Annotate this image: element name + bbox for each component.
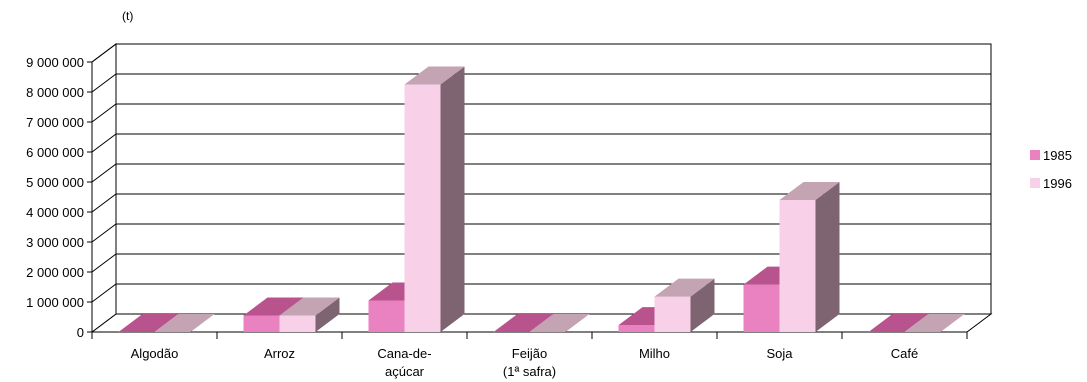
bar-front [279,315,316,332]
bar-front [743,284,780,332]
y-tick-label: 3 000 000 [26,235,84,250]
bar-front [368,300,405,332]
bar-top [243,297,304,316]
bar-top [654,278,715,297]
bar-top [154,314,215,332]
bar-top [279,297,340,316]
bar-1985-0 [118,314,179,332]
bar-side [315,297,340,332]
bar-top [404,66,465,85]
bar-1996-6 [904,314,965,332]
bar-side [440,66,465,332]
y-tick-label: 4 000 000 [26,205,84,220]
bar-1996-1 [279,297,340,332]
bar-top [779,182,840,200]
bar-front [243,315,280,332]
bar-side [815,182,840,332]
y-tick-label: 6 000 000 [26,145,84,160]
legend-label: 1996 [1043,176,1072,191]
y-tick-label: 0 [77,325,84,340]
bar-top [868,314,929,332]
bar-top [529,314,590,332]
gridline [91,103,991,123]
y-tick-label: 2 000 000 [26,265,84,280]
x-category-label: Algodão [131,346,179,361]
legend-label: 1985 [1043,148,1072,163]
x-category-labels: Algodão Arroz Cana-de-açúcar Feijão (1ª safr… [131,346,919,379]
x-category-label: Milho [639,346,670,361]
bar-top [118,314,179,332]
x-category-label: Arroz [264,346,295,361]
unit-label: (t) [122,9,133,23]
y-tick-label: 9 000 000 [26,55,84,70]
gridline [91,163,991,183]
gridline [91,133,991,153]
bar-1996-3 [529,314,590,332]
bar-top [493,314,554,332]
back-wall [115,43,992,315]
bars [118,66,965,332]
gridline [91,193,991,213]
bar-front [404,84,441,332]
chart-walls [90,43,993,333]
bar-1985-6 [868,314,929,332]
legend: 1985 1996 [1030,148,1072,191]
gridline [91,223,991,243]
y-tick-label: 8 000 000 [26,85,84,100]
bar-1996-4 [654,278,715,332]
y-tick-labels: 0 1 000 000 2 000 000 3 000 000 4 000 000 5 0… [26,55,84,340]
gridlines [91,43,991,303]
bar-1996-5 [779,182,840,332]
gridline [91,253,991,273]
legend-swatch [1030,150,1040,160]
side-wall [91,43,117,333]
bar-1985-3 [493,314,554,332]
y-tick-label: 7 000 000 [26,115,84,130]
bar-front [779,200,816,332]
bar-front [654,296,691,332]
x-category-label: Cana-de-açúcar [377,346,431,379]
legend-swatch [1030,178,1040,188]
bar-1996-0 [154,314,215,332]
gridline [91,73,991,93]
x-category-label: Soja [766,346,793,361]
y-tick-label: 1 000 000 [26,295,84,310]
bar-1996-2 [404,66,465,332]
gridline [91,43,991,63]
bar-top [904,314,965,332]
bar-side [690,278,715,332]
x-category-label: Café [891,346,918,361]
y-tick-label: 5 000 000 [26,175,84,190]
x-category-label: Feijão (1ª safra) [503,346,556,379]
bar-front [618,325,655,332]
